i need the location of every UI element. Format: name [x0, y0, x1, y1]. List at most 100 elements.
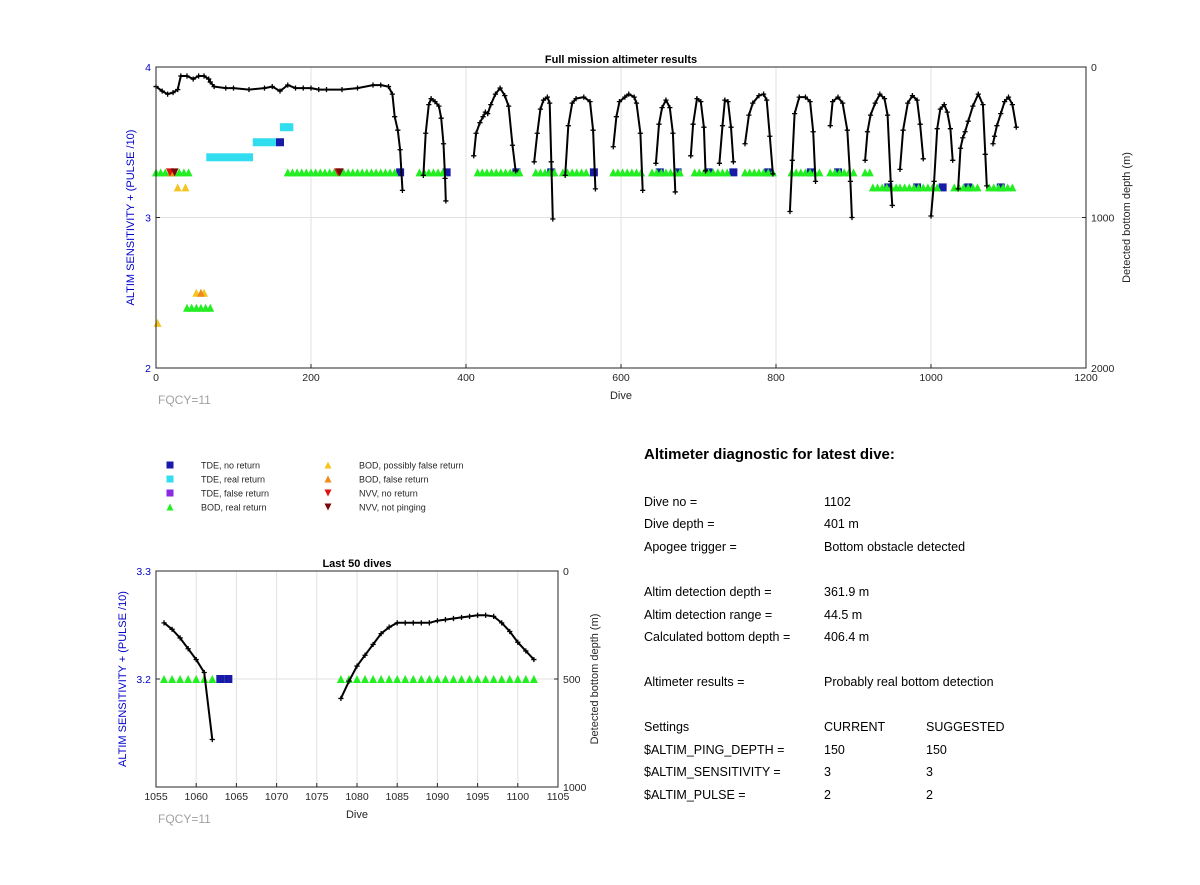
diagnostic-label: Calculated bottom depth =	[644, 630, 791, 644]
depth-point	[338, 695, 344, 702]
y2-tick-label: 500	[563, 674, 581, 686]
depth-line	[718, 98, 735, 164]
depth-point	[502, 92, 508, 99]
setting-current: 150	[824, 743, 845, 757]
data-point	[214, 153, 222, 162]
depth-point	[990, 141, 996, 147]
depth-point	[767, 133, 773, 139]
data-point	[505, 675, 514, 683]
depth-point	[547, 100, 553, 106]
depth-point	[442, 175, 448, 181]
setting-suggested: SUGGESTED	[926, 720, 1005, 734]
depth-point	[914, 97, 920, 103]
y-tick-label: 4	[145, 62, 151, 74]
depth-point	[656, 121, 662, 127]
depth-point	[937, 106, 943, 112]
depth-point	[864, 129, 871, 135]
data-point	[176, 675, 185, 683]
depth-point	[339, 86, 345, 93]
series-tde-no-return	[216, 675, 233, 683]
data-point	[390, 168, 399, 177]
data-point	[729, 168, 738, 177]
depth-point	[531, 159, 537, 165]
depth-point	[269, 83, 275, 90]
depth-point	[698, 99, 704, 105]
depth-point	[862, 157, 868, 163]
depth-point	[900, 127, 906, 133]
depth-point	[827, 123, 833, 129]
depth-point	[622, 94, 628, 100]
depth-point	[688, 153, 694, 159]
depth-point	[965, 118, 971, 124]
legend-label: TDE, false return	[201, 489, 269, 499]
setting-suggested: 3	[926, 765, 933, 779]
depth-point	[631, 94, 637, 100]
depth-point	[905, 100, 911, 106]
depth-point	[950, 157, 956, 163]
depth-point	[477, 120, 483, 126]
data-point	[377, 675, 386, 683]
depth-point	[492, 91, 499, 97]
depth-point	[581, 94, 587, 100]
depth-point	[201, 669, 207, 676]
depth-point	[397, 147, 403, 153]
depth-point	[1013, 124, 1019, 130]
depth-point	[947, 126, 953, 132]
depth-point	[466, 613, 473, 619]
depth-point	[835, 94, 841, 100]
x-tick-label: 0	[153, 372, 159, 384]
depth-line	[689, 96, 707, 171]
depth-point	[394, 620, 400, 626]
data-point	[184, 168, 193, 177]
depth-point	[728, 124, 734, 130]
data-point	[409, 675, 418, 683]
depth-point	[746, 112, 752, 118]
depth-point	[209, 736, 215, 743]
data-point	[170, 168, 179, 177]
setting-suggested: 2	[926, 788, 933, 802]
depth-point	[420, 172, 426, 178]
depth-point	[346, 678, 352, 684]
depth-point	[292, 85, 299, 91]
data-point	[401, 675, 410, 683]
depth-point	[909, 92, 915, 99]
depth-line	[422, 96, 447, 201]
depth-point	[770, 171, 776, 177]
data-point	[1008, 183, 1017, 192]
legend-label: BOD, real return	[201, 503, 267, 513]
depth-point	[955, 186, 961, 192]
depth-point	[792, 111, 798, 117]
depth-point	[488, 102, 494, 108]
depth-point	[787, 208, 793, 215]
data-point	[433, 675, 442, 683]
depth-point	[434, 618, 440, 624]
depth-point	[998, 111, 1004, 117]
depth-point	[994, 123, 1000, 129]
setting-label: $ALTIM_SENSITIVITY =	[644, 765, 781, 779]
depth-point	[308, 85, 314, 91]
depth-point	[750, 100, 756, 106]
depth-point	[550, 216, 556, 222]
depth-point	[847, 178, 853, 184]
depth-point	[569, 100, 575, 106]
depth-point	[659, 105, 665, 111]
depth-point	[507, 628, 513, 635]
depth-point	[165, 91, 171, 97]
depth-point	[725, 99, 731, 105]
setting-current: 2	[824, 788, 831, 802]
data-point	[996, 183, 1005, 192]
depth-point	[897, 166, 903, 172]
data-point	[417, 675, 426, 683]
depth-point	[829, 99, 836, 105]
depth-point	[206, 76, 212, 82]
depth-point	[370, 82, 376, 88]
depth-point	[402, 620, 408, 626]
depth-point	[223, 85, 229, 91]
depth-point	[1009, 102, 1015, 108]
depth-point	[169, 626, 175, 632]
y2-axis-label: Detected bottom depth (m)	[1121, 152, 1133, 283]
data-point	[285, 123, 294, 132]
depth-point	[872, 100, 878, 106]
data-point	[396, 168, 405, 177]
depth-point	[436, 103, 442, 109]
